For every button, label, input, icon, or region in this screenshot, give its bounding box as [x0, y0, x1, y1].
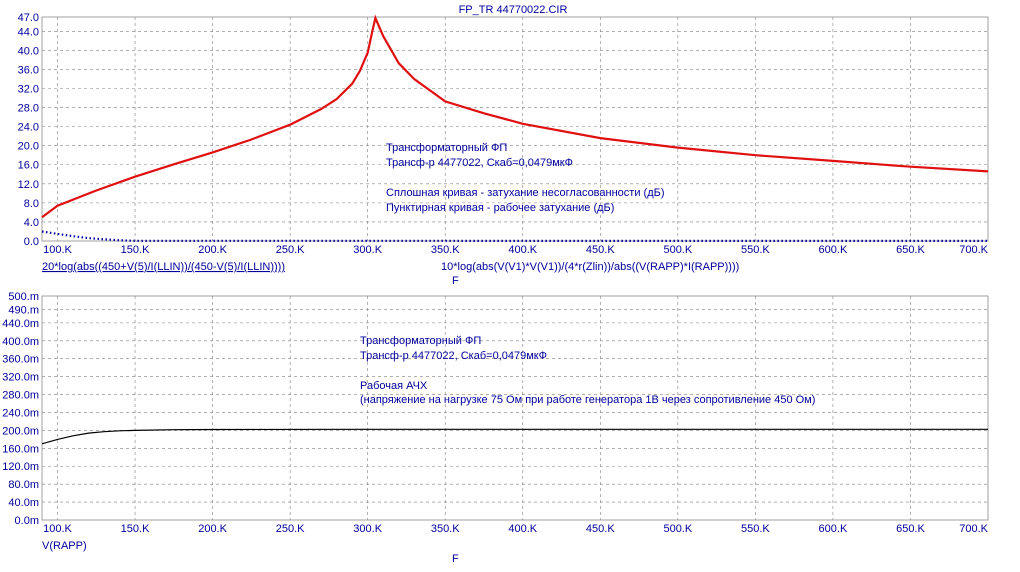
bot-y-tick-label: 120.0m	[2, 461, 39, 473]
bottom-legend-series-1[interactable]: V(RAPP)	[42, 540, 87, 552]
window-title: FP_TR 44770022.CIR	[459, 4, 568, 16]
top-x-tick-label: 300.K	[353, 244, 382, 256]
top-y-tick-label: 44.0	[18, 26, 39, 38]
top-series-group	[41, 14, 989, 242]
top-y-tick-label: 40.0	[18, 45, 39, 57]
bot-x-tick-label: 100.K	[43, 523, 72, 535]
top-y-tick-label: 28.0	[18, 103, 39, 115]
bot-y-tick-label: 320.0m	[2, 372, 39, 384]
bot-y-tick-label: 200.0m	[2, 425, 39, 437]
top-x-tick-label: 500.K	[663, 244, 692, 256]
top-legend-series-1[interactable]: 20*log(abs((450+V(5)/I(LLIN))/(450-V(5)/…	[42, 261, 285, 273]
bot-y-tick-label: 40.0m	[8, 497, 39, 509]
bot-x-tick-label: 650.K	[896, 523, 925, 535]
bot-y-tick-label: 240.0m	[2, 407, 39, 419]
bot-x-tick-label: 500.K	[663, 523, 692, 535]
top-annotation-1: Трансформаторный ФП	[386, 142, 507, 154]
top-y-tick-label: 12.0	[18, 179, 39, 191]
top-y-tick-labels: 0.0 4.0 8.0 12.0 16.0 20.0 24.0 28.0 32.0 36.0 40.…	[18, 12, 39, 248]
bot-y-tick-label: 440.0m	[2, 318, 39, 330]
top-x-tick-label: 700.K	[959, 244, 988, 256]
bot-y-tick-label: 0.0m	[15, 515, 39, 527]
top-y-tick-label: 8.0	[24, 198, 39, 210]
top-x-tick-label: 550.K	[741, 244, 770, 256]
top-x-tick-label: 150.K	[121, 244, 150, 256]
bottom-annotation-3: Рабочая АЧХ	[360, 380, 428, 392]
top-legend-series-2[interactable]: 10*log(abs(V(V1)*V(V1))/(4*r(Zlin))/abs(…	[441, 261, 739, 273]
bottom-annotation-4: (напряжение на нагрузке 75 Ом при работе…	[360, 394, 815, 406]
bot-x-tick-label: 250.K	[276, 523, 305, 535]
top-x-tick-labels: 100.K 150.K 200.K 250.K 300.K 350.K 400.K 450.K…	[43, 244, 989, 256]
top-x-tick-label: 350.K	[431, 244, 460, 256]
top-x-axis-label: F	[452, 275, 459, 287]
bottom-grid	[42, 296, 988, 520]
bottom-y-tick-labels: 0.0m 40.0m 80.0m 120.0m 160.0m 200.0m 240.0m 28…	[2, 291, 39, 527]
bottom-x-axis-label: F	[452, 553, 459, 565]
bot-y-tick-label: 280.0m	[2, 390, 39, 402]
bot-x-tick-label: 300.K	[353, 523, 382, 535]
top-y-tick-label: 0.0	[24, 236, 39, 248]
bot-y-tick-label: 360.0m	[2, 354, 39, 366]
top-series-2-line	[41, 230, 989, 242]
bottom-annotation-2: Трансф-р 4477022, Скаб=0,0479мкФ	[360, 350, 547, 362]
bot-x-tick-label: 400.K	[508, 523, 537, 535]
top-annotation-4: Пунктирная кривая - рабочее затухание (д…	[386, 202, 614, 214]
bot-x-tick-label: 200.K	[198, 523, 227, 535]
bot-x-tick-label: 550.K	[741, 523, 770, 535]
bottom-series-group	[41, 428, 988, 445]
bot-x-tick-label: 600.K	[819, 523, 848, 535]
bottom-annotation-1: Трансформаторный ФП	[360, 335, 481, 347]
bot-y-tick-label: 400.0m	[2, 336, 39, 348]
bot-series-1-line	[41, 428, 988, 445]
bottom-chart: 0.0m 40.0m 80.0m 120.0m 160.0m 200.0m 240.0m 28…	[2, 291, 988, 565]
top-annotation-2: Трансф-р 4477022, Скаб=0,0479мкФ	[386, 157, 573, 169]
top-chart: 0.0 4.0 8.0 12.0 16.0 20.0 24.0 28.0 32.0 36.0 40.…	[18, 12, 989, 287]
top-x-tick-label: 450.K	[586, 244, 615, 256]
bot-y-tick-label: 160.0m	[2, 443, 39, 455]
top-x-tick-label: 650.K	[896, 244, 925, 256]
bot-x-tick-label: 450.K	[586, 523, 615, 535]
top-y-tick-label: 47.0	[18, 12, 39, 24]
bottom-x-tick-labels: 100.K 150.K 200.K 250.K 300.K 350.K 400.K 450.K…	[43, 523, 989, 535]
bot-x-tick-label: 700.K	[959, 523, 988, 535]
top-annotation-3: Сплошная кривая - затухание несогласован…	[386, 187, 665, 199]
top-x-tick-label: 600.K	[819, 244, 848, 256]
top-y-tick-label: 32.0	[18, 83, 39, 95]
top-y-tick-label: 16.0	[18, 160, 39, 172]
top-x-tick-label: 250.K	[276, 244, 305, 256]
top-y-tick-label: 36.0	[18, 64, 39, 76]
bot-y-tick-label: 500.m	[8, 291, 39, 303]
bot-x-tick-label: 150.K	[121, 523, 150, 535]
top-y-tick-label: 24.0	[18, 122, 39, 134]
top-plot-frame	[41, 16, 989, 242]
top-x-tick-label: 200.K	[198, 244, 227, 256]
top-y-tick-label: 4.0	[24, 217, 39, 229]
top-grid	[42, 17, 988, 241]
bottom-plot-frame	[41, 295, 989, 521]
top-series-1-line	[41, 14, 989, 219]
top-x-tick-label: 400.K	[508, 244, 537, 256]
bot-y-tick-label: 490.m	[8, 304, 39, 316]
top-y-tick-label: 20.0	[18, 141, 39, 153]
top-x-tick-label: 100.K	[43, 244, 72, 256]
bot-x-tick-label: 350.K	[431, 523, 460, 535]
bot-y-tick-label: 80.0m	[8, 479, 39, 491]
